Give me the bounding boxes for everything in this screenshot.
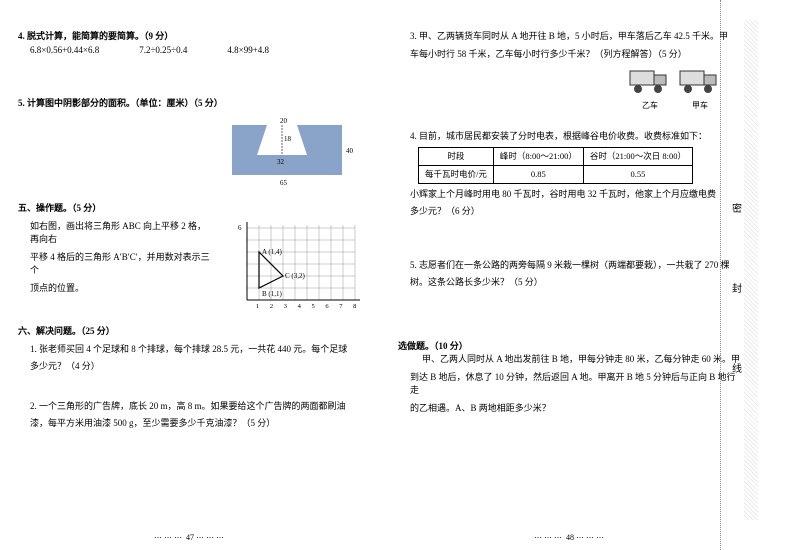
left-page: 4. 脱式计算，能简算的要简算。（9 分） 6.8×0.56+0.44×6.8 … <box>0 0 380 550</box>
yaxis-6: 6 <box>238 224 242 232</box>
p5: 5. 志愿者们在一条公路的两旁每隔 9 米栽一棵树（两端都要栽），一共栽了 27… <box>398 259 742 290</box>
sec6-p1a: 1. 张老师买回 4 个足球和 8 个排球，每个排球 28.5 元，一共花 44… <box>30 343 362 357</box>
label-a: A (1,4) <box>262 248 283 256</box>
p3: 3. 甲、乙两辆货车同时从 A 地开往 B 地，5 小时后，甲车落后乙车 42.… <box>398 30 742 112</box>
bonus: 选做题。（10 分） 甲、乙两人同时从 A 地出发前往 B 地，甲每分钟走 80… <box>398 340 742 416</box>
binding-edge: 密 封 线 <box>720 0 760 550</box>
binding-mi: 密 <box>732 200 742 215</box>
q4-title: 4. 脱式计算，能简算的要简算。（9 分） <box>18 30 362 44</box>
q4-e3: 4.8×99+4.8 <box>227 44 269 58</box>
bonus-l1: 甲、乙两人同时从 A 地出发前往 B 地，甲每分钟走 80 米，乙每分钟走 60… <box>422 353 742 367</box>
pgnum-left: 47 <box>186 533 194 542</box>
p5-l2: 树。这条公路长多少米？（5 分） <box>410 276 742 290</box>
right-page: 3. 甲、乙两辆货车同时从 A 地开往 B 地，5 小时后，甲车落后乙车 42.… <box>380 0 760 550</box>
tariff-table: 时段 峰时（8:00～21:00） 谷时（21:00～次日 8:00） 每千瓦时… <box>418 147 693 184</box>
p3-l2: 车每小时行 58 千米，乙车每小时行多少千米？（列方程解答）（5 分） <box>410 48 742 62</box>
truck-left: 乙车 <box>628 65 672 112</box>
section5-heading: 五、操作题。（5 分） <box>18 201 362 214</box>
q4-e2: 7.2÷0.25÷0.4 <box>139 44 187 58</box>
p3-l1: 3. 甲、乙两辆货车同时从 A 地开往 B 地，5 小时后，甲车落后乙车 42.… <box>410 30 742 44</box>
th-3: 谷时（21:00～次日 8:00） <box>583 148 692 166</box>
tr-2: 0.85 <box>493 165 583 183</box>
p5-l1: 5. 志愿者们在一条公路的两旁每隔 9 米栽一棵树（两端都要栽），一共栽了 27… <box>410 259 742 273</box>
label-c: C (3,2) <box>285 272 306 280</box>
bonus-title: 选做题。（10 分） <box>398 340 742 354</box>
p4: 4. 目前，城市居民都安装了分时电表，根据峰谷电价收费。收费标准如下： 时段 峰… <box>398 130 742 219</box>
right-pagenum: ⋯⋯⋯ 48 ⋯⋯⋯ <box>534 533 606 542</box>
q4-e1: 6.8×0.56+0.44×6.8 <box>30 44 99 58</box>
left-pagenum: ⋯⋯⋯ 47 ⋯⋯⋯ <box>154 533 226 542</box>
bonus-l2: 到达 B 地后，休息了 10 分钟，然后返回 A 地。甲离开 B 地 5 分钟后… <box>410 371 742 398</box>
sec6-p2: 2. 一个三角形的广告牌，底长 20 m，高 8 m。如果要给这个广告牌的两面都… <box>18 400 362 431</box>
sec6-p2a: 2. 一个三角形的广告牌，底长 20 m，高 8 m。如果要给这个广告牌的两面都… <box>30 400 362 414</box>
th-2: 峰时（8:00～21:00） <box>493 148 583 166</box>
dim-bottom: 65 <box>280 179 288 187</box>
hash-pattern <box>744 20 758 520</box>
section6-heading: 六、解决问题。（25 分） <box>18 324 362 337</box>
p4-l3: 多少元？（6 分） <box>410 205 742 219</box>
th-1: 时段 <box>419 148 494 166</box>
sec6-p2b: 漆，每平方米用油漆 500 g，至少需要多少千克油漆？（5 分） <box>30 417 362 431</box>
tr-3: 0.55 <box>583 165 692 183</box>
dim-right: 40 <box>346 147 354 155</box>
dim-top: 20 <box>280 117 288 125</box>
shaded-figure: 20 18 32 40 65 <box>222 115 362 187</box>
pgnum-right: 48 <box>566 533 574 542</box>
xaxis-labels: 1 2 3 4 5 6 7 8 9 <box>256 303 362 310</box>
truck-right-label: 甲车 <box>678 100 722 112</box>
binding-feng: 封 <box>732 280 742 295</box>
p4-l2: 小辉家上个月峰时用电 80 千瓦时，谷时用电 32 千瓦时，他家上个月应缴电费 <box>410 188 742 202</box>
sec6-p1: 1. 张老师买回 4 个足球和 8 个排球，每个排球 28.5 元，一共花 44… <box>18 343 362 374</box>
sec5-t2: 平移 4 格后的三角形 A′B′C′，并用数对表示三个 <box>30 251 214 278</box>
sec5-t1: 如右图，画出将三角形 ABC 向上平移 2 格，再向右 <box>30 220 214 247</box>
label-b: B (1,1) <box>262 290 283 298</box>
dim-base: 32 <box>277 158 285 166</box>
bonus-l3: 的乙相遇。A、B 两地相距多少米？ <box>410 402 742 416</box>
p4-l1: 4. 目前，城市居民都安装了分时电表，根据峰谷电价收费。收费标准如下： <box>410 130 742 144</box>
sec6-p1b: 多少元？（4 分） <box>30 360 362 374</box>
grid-figure: A (1,4) B (1,1) C (3,2) 6 1 2 3 4 5 6 7 … <box>232 220 362 310</box>
q4: 4. 脱式计算，能简算的要简算。（9 分） 6.8×0.56+0.44×6.8 … <box>18 30 362 57</box>
q5: 5. 计算图中阴影部分的面积。（单位：厘米）（5 分） 20 18 32 40 … <box>18 97 362 187</box>
q5-title: 5. 计算图中阴影部分的面积。（单位：厘米）（5 分） <box>18 97 362 111</box>
sec5-t3: 顶点的位置。 <box>30 282 214 296</box>
section5-body: 如右图，画出将三角形 ABC 向上平移 2 格，再向右 平移 4 格后的三角形 … <box>18 220 362 310</box>
tr-1: 每千瓦时电价/元 <box>419 165 494 183</box>
truck-right: 甲车 <box>678 65 722 112</box>
truck-left-label: 乙车 <box>628 100 672 112</box>
binding-xian: 线 <box>732 360 742 375</box>
dim-slant: 18 <box>284 135 292 143</box>
